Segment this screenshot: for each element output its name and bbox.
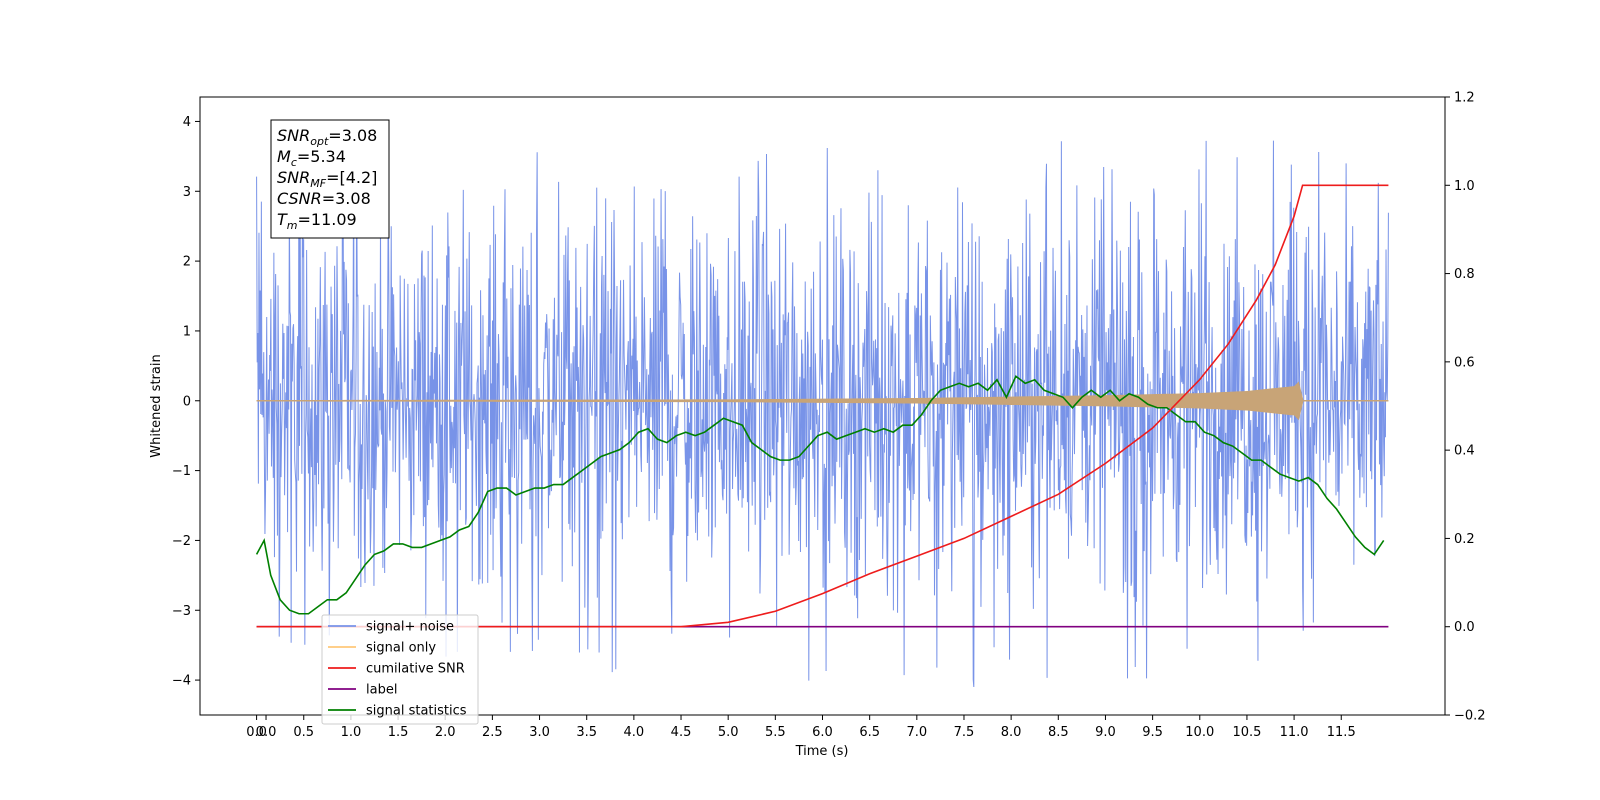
right-tick-label: 1.2 <box>1454 91 1475 106</box>
legend-entry: label <box>366 683 397 698</box>
x-tick-label: 1.5 <box>388 725 409 740</box>
left-tick-label: 3 <box>183 185 191 200</box>
annotation-frame <box>270 119 390 239</box>
x-tick-label: 2.0 <box>435 725 456 740</box>
left-tick-label: −1 <box>172 464 191 479</box>
legend-entry: cumilative SNR <box>366 662 465 677</box>
right-tick-label: 0.0 <box>1454 620 1475 635</box>
right-y-axis: 1.2 1.0 0.8 0.6 0.4 0.2 0.0 −0.2 <box>1445 91 1486 724</box>
legend-entry: signal only <box>366 641 436 656</box>
x-tick-label: 0.0 <box>256 725 277 740</box>
left-tick-label: −4 <box>172 674 191 689</box>
legend: signal+ noise signal only cumilative SNR la… <box>321 614 479 725</box>
right-tick-label: −0.2 <box>1454 709 1486 724</box>
x-tick-label: 3.5 <box>576 725 597 740</box>
x-tick-label: 10.5 <box>1232 725 1261 740</box>
x-tick-label: 0.0 <box>246 725 267 740</box>
x-tick-label: 7.0 <box>906 725 927 740</box>
left-tick-label: 0 <box>183 394 191 409</box>
annotation-line: Mc=5.34 <box>277 147 346 169</box>
annotation-line: CSNR=3.08 <box>277 189 371 208</box>
x-tick-label: 10.0 <box>1185 725 1214 740</box>
x-tick-label: 2.5 <box>482 725 503 740</box>
x-tick-label: 0.5 <box>293 725 314 740</box>
right-tick-label: 0.2 <box>1454 532 1475 547</box>
x-axis-label: Time (s) <box>795 744 849 759</box>
left-y-axis: 4 3 2 1 0 −1 −2 −3 −4 <box>172 115 200 689</box>
legend-entry: signal+ noise <box>366 620 454 635</box>
x-tick-label: 1.0 <box>341 725 362 740</box>
right-tick-label: 0.4 <box>1454 444 1475 459</box>
left-tick-label: 4 <box>183 115 191 130</box>
series-layer <box>255 140 1389 688</box>
x-tick-label: 6.0 <box>812 725 833 740</box>
left-tick-label: −3 <box>172 604 191 619</box>
right-tick-label: 1.0 <box>1454 179 1475 194</box>
left-tick-label: −2 <box>172 534 191 549</box>
x-tick-label: 7.5 <box>954 725 975 740</box>
legend-entry: signal statistics <box>366 704 467 719</box>
x-tick-label: 4.5 <box>671 725 692 740</box>
annotation-line: SNRopt=3.08 <box>277 126 377 148</box>
x-tick-label: 5.5 <box>765 725 786 740</box>
x-tick-label: 8.0 <box>1001 725 1022 740</box>
y-axis-label: Whitened strain <box>149 354 164 457</box>
x-tick-label: 6.5 <box>859 725 880 740</box>
right-tick-label: 0.6 <box>1454 355 1475 370</box>
series-signal-noise <box>256 140 1389 688</box>
left-tick-label: 2 <box>183 255 191 270</box>
x-axis: 0.00.0 0.5 1.0 1.5 2.0 2.5 3.0 3.5 4.0 4.5 5.0 5.5 6… <box>246 715 1356 740</box>
annotation-line: SNRMF=[4.2] <box>277 168 377 190</box>
left-tick-label: 1 <box>183 324 191 339</box>
x-tick-label: 9.5 <box>1142 725 1163 740</box>
x-tick-label: 11.5 <box>1327 725 1356 740</box>
legend-frame <box>321 614 479 725</box>
x-tick-label: 4.0 <box>624 725 645 740</box>
x-tick-label: 9.0 <box>1095 725 1116 740</box>
annotation-line: Tm=11.09 <box>277 210 357 232</box>
x-tick-label: 11.0 <box>1280 725 1309 740</box>
series-signal-statistics <box>255 375 1385 615</box>
x-tick-label: 5.0 <box>718 725 739 740</box>
right-tick-label: 0.8 <box>1454 267 1475 282</box>
x-tick-label: 3.0 <box>529 725 550 740</box>
x-tick-label: 8.5 <box>1048 725 1069 740</box>
series-cumulative-snr <box>256 184 1389 628</box>
